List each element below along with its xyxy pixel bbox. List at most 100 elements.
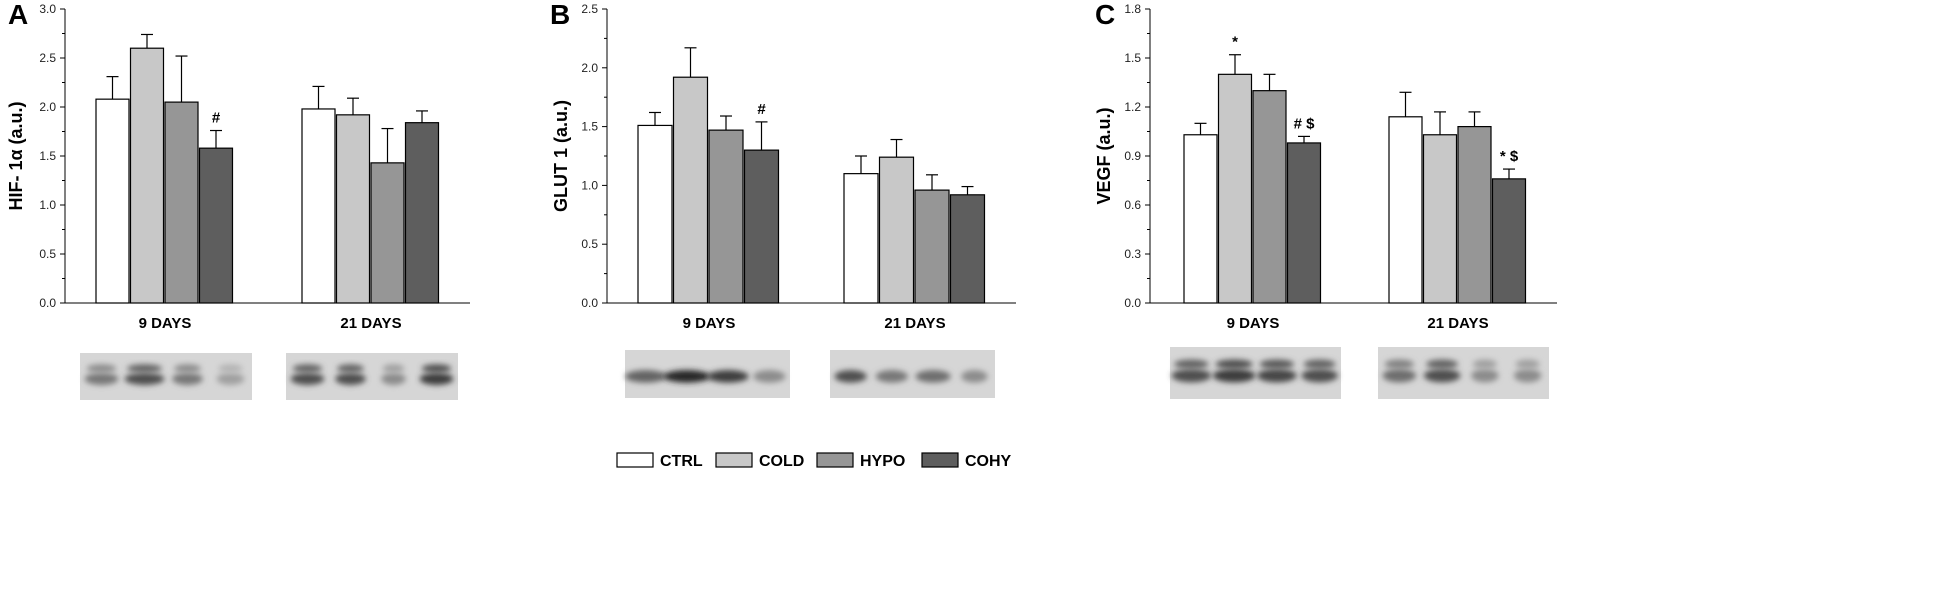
panel-letter: A [8,0,28,30]
bar-ctrl [1388,116,1423,304]
group-label: 9 DAYS [139,315,192,332]
bar-cohy [1491,178,1527,304]
y-tick-label: 2.5 [39,51,56,65]
y-axis-label: GLUT 1 (a.u.) [551,100,571,212]
y-tick-label: 0.0 [581,296,598,310]
blot-band [1472,359,1497,369]
blot-band [1382,368,1417,383]
bar-ctrl [301,108,336,304]
legend-swatch-ctrl [616,452,654,468]
y-tick-label: 0.5 [581,237,598,251]
bar-hypo [370,162,405,304]
blot-band [1301,368,1338,383]
bar-ctrl [843,173,879,304]
blot-band [1171,368,1212,383]
legend-label: COHY [965,453,1012,470]
blot-band [421,364,452,373]
blot-band [124,372,165,385]
y-tick-label: 1.8 [1124,2,1141,16]
bar-cold [1422,134,1458,304]
y-tick-label: 0.0 [1124,296,1141,310]
blot-band [915,370,951,383]
blot-band [419,372,454,385]
significance-mark: * [1232,34,1238,51]
bar-cold [129,47,165,304]
blot-band [1515,359,1540,369]
y-tick-label: 2.0 [39,100,56,114]
y-tick-label: 0.5 [39,247,56,261]
legend-swatch-cohy [921,452,959,468]
blot-band [218,364,243,373]
blot-band [382,364,405,373]
blot-band [216,372,245,385]
blot-band [707,370,749,383]
blot-band [961,370,988,383]
panel-letter: B [550,0,570,30]
y-tick-label: 1.5 [1124,51,1141,65]
blot-band [753,370,786,383]
blot-band [290,372,325,385]
blot-band [84,372,119,385]
y-tick-label: 3.0 [39,2,56,16]
blot-band [127,364,162,373]
panel-c: C 0.0 0.3 0.6 0.9 1.2 1.5 1.8 VEGF (a.u.) 9 DAYS 2… [1094,0,1557,399]
blot-band [1303,359,1336,369]
blot-band [875,370,909,383]
significance-mark: * $ [1500,148,1519,165]
bar-cohy [404,122,440,304]
blot-band [1426,359,1459,369]
legend: CTRL COLD HYPO COHY [616,452,1012,470]
y-tick-label: 1.0 [39,198,56,212]
y-tick-label: 2.5 [581,2,598,16]
y-tick-label: 1.5 [39,149,56,163]
bar-cold [878,156,915,304]
bar-ctrl [1183,134,1218,304]
significance-mark: # [757,101,766,118]
panel-a: A 0.0 0.5 1.0 1.5 2.0 2.5 3.0 HIF- 1α (a.u.) 9 DA… [6,0,470,400]
blot-band [337,364,364,373]
bar-hypo [1252,90,1287,304]
blot-band [1215,359,1253,369]
legend-swatch-cold [715,452,753,468]
bar-hypo [164,101,199,304]
y-tick-label: 0.9 [1124,149,1141,163]
significance-mark: # [212,110,221,127]
legend-swatch-hypo [816,452,854,468]
blot-band [1259,359,1295,369]
panel-letter: C [1095,0,1115,30]
legend-label: CTRL [660,453,703,470]
panel-b: B 0.0 0.5 1.0 1.5 2.0 2.5 GLUT 1 (a.u.) 9 DAYS 21… [550,0,1016,398]
blot-band [1423,368,1461,383]
blot-band [335,372,366,385]
legend-label: HYPO [860,453,905,470]
bar-cohy [1286,142,1322,304]
bar-cold [672,76,709,304]
blot-band [1471,368,1499,383]
group-label: 21 DAYS [884,315,945,332]
blot-band [1513,368,1542,383]
y-tick-label: 2.0 [581,61,598,75]
blot-band [292,364,323,373]
blot-band [1212,368,1256,383]
y-tick-label: 0.6 [1124,198,1141,212]
bar-hypo [1457,125,1492,304]
bar-cold [1217,73,1253,304]
bar-hypo [914,189,950,304]
group-label: 9 DAYS [1227,315,1280,332]
bar-hypo [708,129,744,304]
y-tick-label: 0.3 [1124,247,1141,261]
blot-band [1257,368,1297,383]
blot-band [834,370,867,383]
blot-band [174,364,201,373]
bar-cohy [743,149,780,304]
group-label: 9 DAYS [683,315,736,332]
y-axis-label: VEGF (a.u.) [1094,107,1114,204]
blot-band [381,372,406,385]
blot-band [86,364,117,373]
blot-band [663,370,711,383]
y-tick-label: 0.0 [39,296,56,310]
blot-band [1384,359,1415,369]
bar-cohy [949,194,986,304]
